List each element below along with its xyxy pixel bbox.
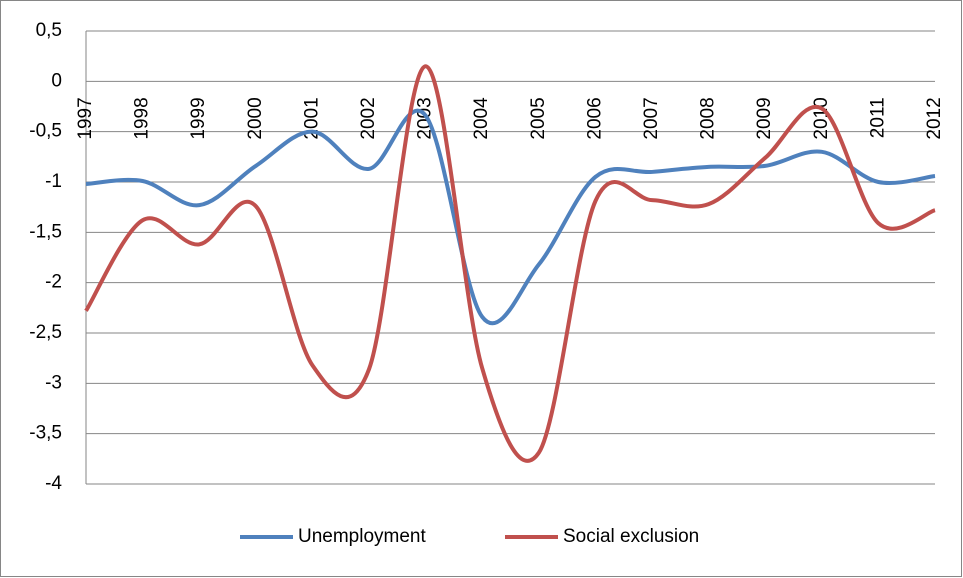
x-tick-label: 2005 [528,97,549,139]
y-tick-label: 0 [51,70,62,91]
x-tick-label: 2004 [471,97,492,140]
y-tick-label: -3 [45,372,62,393]
y-tick-label: -1 [45,171,62,192]
series-line [85,108,936,326]
y-tick-label: -2 [45,272,62,293]
x-tick-label: 1999 [188,97,209,139]
x-tick-label: 2006 [584,97,605,139]
x-tick-label: 2009 [754,97,775,139]
x-tick-label: 2011 [867,97,888,138]
y-tick-label: -0,5 [29,121,62,142]
x-tick-label: 2008 [698,97,719,139]
x-tick-label: 1998 [132,97,153,139]
x-tick-label: 2007 [641,97,662,139]
y-tick-label: -4 [45,473,62,494]
y-tick-label: -2,5 [29,322,62,343]
legend-label: Social exclusion [563,526,699,547]
legend-label: Unemployment [298,526,426,547]
y-tick-label: 0,5 [36,20,62,41]
x-tick-label: 2001 [301,97,322,139]
x-tick-label: 2000 [245,97,266,139]
y-tick-label: -1,5 [29,221,62,242]
x-tick-label: 2002 [358,97,379,139]
x-tick-label: 2012 [924,97,945,139]
y-tick-label: -3,5 [29,423,62,444]
series-line [84,64,936,463]
x-tick-label: 1997 [75,97,96,139]
